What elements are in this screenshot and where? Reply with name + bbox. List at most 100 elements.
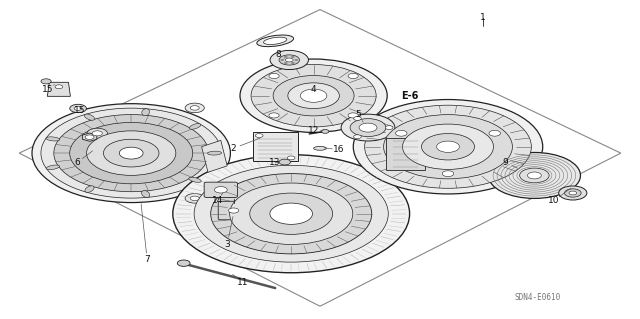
- Ellipse shape: [46, 165, 60, 170]
- Polygon shape: [83, 133, 97, 141]
- Circle shape: [291, 56, 295, 58]
- Circle shape: [436, 141, 460, 152]
- Circle shape: [173, 155, 410, 273]
- Circle shape: [353, 100, 543, 194]
- Circle shape: [300, 89, 327, 102]
- Circle shape: [177, 260, 190, 266]
- Circle shape: [442, 171, 454, 176]
- Circle shape: [190, 196, 199, 201]
- FancyBboxPatch shape: [218, 201, 249, 220]
- Circle shape: [228, 208, 239, 213]
- Ellipse shape: [189, 177, 201, 182]
- Circle shape: [489, 130, 500, 136]
- Circle shape: [279, 55, 300, 65]
- Polygon shape: [47, 82, 70, 96]
- Ellipse shape: [314, 146, 326, 150]
- Circle shape: [119, 147, 143, 159]
- Ellipse shape: [257, 35, 294, 47]
- Text: 14: 14: [212, 197, 223, 205]
- FancyBboxPatch shape: [253, 132, 298, 161]
- Text: 15: 15: [42, 85, 54, 94]
- Text: 2: 2: [231, 144, 236, 153]
- Circle shape: [32, 104, 230, 203]
- Circle shape: [55, 85, 63, 89]
- Text: 7: 7: [145, 256, 150, 264]
- Text: 5: 5: [356, 110, 361, 119]
- Circle shape: [527, 172, 541, 179]
- Circle shape: [270, 203, 312, 224]
- Ellipse shape: [84, 114, 95, 120]
- Circle shape: [190, 106, 199, 110]
- Ellipse shape: [142, 109, 150, 116]
- FancyBboxPatch shape: [204, 182, 237, 197]
- Text: 6: 6: [74, 158, 79, 167]
- Text: 15: 15: [74, 106, 86, 115]
- Circle shape: [70, 104, 86, 113]
- Circle shape: [383, 115, 513, 179]
- FancyBboxPatch shape: [386, 138, 424, 170]
- Circle shape: [359, 123, 377, 132]
- Circle shape: [269, 73, 279, 78]
- Ellipse shape: [207, 151, 221, 155]
- Circle shape: [85, 135, 94, 139]
- Circle shape: [74, 107, 82, 110]
- Ellipse shape: [46, 137, 60, 141]
- Text: 13: 13: [269, 158, 281, 167]
- Circle shape: [270, 50, 308, 70]
- Circle shape: [240, 59, 387, 132]
- Circle shape: [341, 114, 395, 141]
- Circle shape: [321, 130, 329, 133]
- Circle shape: [255, 134, 263, 137]
- Circle shape: [385, 126, 393, 130]
- Circle shape: [250, 193, 333, 234]
- Circle shape: [279, 159, 291, 165]
- Circle shape: [41, 108, 221, 198]
- Circle shape: [280, 59, 284, 61]
- Text: 9: 9: [503, 158, 508, 167]
- Circle shape: [87, 128, 108, 138]
- Circle shape: [288, 83, 339, 108]
- Circle shape: [284, 62, 288, 64]
- Circle shape: [54, 115, 209, 192]
- Circle shape: [350, 119, 386, 137]
- Ellipse shape: [264, 37, 287, 44]
- Circle shape: [564, 189, 581, 197]
- Text: 8: 8: [276, 50, 281, 59]
- Text: 4: 4: [311, 85, 316, 94]
- Circle shape: [41, 79, 51, 84]
- Circle shape: [348, 113, 358, 118]
- Circle shape: [520, 168, 549, 183]
- Circle shape: [294, 59, 298, 61]
- Text: 3: 3: [225, 240, 230, 249]
- Circle shape: [185, 194, 204, 203]
- Circle shape: [214, 187, 227, 193]
- Circle shape: [284, 56, 288, 58]
- Circle shape: [86, 131, 176, 175]
- Ellipse shape: [189, 123, 201, 129]
- Circle shape: [354, 116, 361, 120]
- Text: 10: 10: [548, 197, 559, 205]
- Circle shape: [365, 105, 531, 188]
- Circle shape: [269, 113, 279, 118]
- Circle shape: [396, 130, 407, 136]
- Circle shape: [354, 135, 361, 139]
- Circle shape: [70, 122, 193, 184]
- Text: 12: 12: [308, 126, 319, 135]
- Circle shape: [291, 62, 295, 64]
- Circle shape: [104, 139, 159, 167]
- Circle shape: [559, 186, 587, 200]
- Ellipse shape: [85, 186, 94, 192]
- Circle shape: [403, 124, 493, 169]
- Polygon shape: [202, 140, 227, 172]
- Text: E-6: E-6: [401, 91, 419, 101]
- Circle shape: [287, 156, 295, 160]
- Circle shape: [92, 131, 102, 136]
- Circle shape: [285, 58, 293, 62]
- Text: 11: 11: [237, 278, 249, 287]
- Circle shape: [273, 76, 354, 116]
- Text: 16: 16: [333, 145, 345, 154]
- Circle shape: [422, 134, 474, 160]
- Circle shape: [488, 152, 580, 198]
- Ellipse shape: [141, 190, 150, 197]
- Circle shape: [211, 174, 372, 254]
